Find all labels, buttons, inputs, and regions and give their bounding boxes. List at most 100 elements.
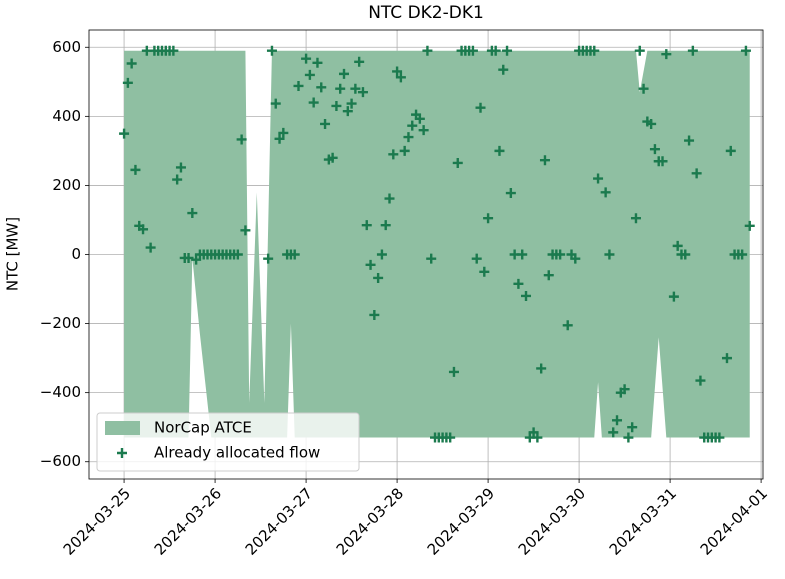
marker xyxy=(445,432,456,443)
legend-marker xyxy=(117,448,127,458)
marker xyxy=(126,58,137,69)
marker xyxy=(600,187,611,198)
marker xyxy=(418,125,429,136)
y-tick-label: 400 xyxy=(52,107,81,125)
data-layer xyxy=(119,45,755,443)
legend-box xyxy=(96,412,360,472)
marker xyxy=(627,422,638,433)
marker xyxy=(672,240,683,251)
marker xyxy=(498,64,509,75)
marker xyxy=(737,249,748,260)
legend-swatch xyxy=(105,421,140,435)
marker xyxy=(289,249,300,260)
marker xyxy=(263,253,274,264)
y-tick-label: −400 xyxy=(40,383,81,401)
marker xyxy=(505,188,516,199)
legend-label: Already allocated flow xyxy=(154,444,320,462)
marker xyxy=(623,432,634,443)
y-tick-label: 0 xyxy=(71,245,81,263)
marker xyxy=(312,57,323,68)
marker xyxy=(327,152,338,163)
marker xyxy=(517,249,528,260)
marker xyxy=(191,254,202,265)
marker xyxy=(187,208,198,219)
marker xyxy=(543,270,554,281)
marker xyxy=(376,249,387,260)
y-axis-label: NTC [MW] xyxy=(4,217,22,291)
marker xyxy=(365,259,376,270)
marker xyxy=(452,157,463,168)
marker xyxy=(630,213,641,224)
marker xyxy=(494,145,505,156)
marker xyxy=(471,253,482,264)
marker xyxy=(467,45,478,56)
marker xyxy=(634,45,645,56)
chart-title: NTC DK2-DK1 xyxy=(368,3,484,23)
marker xyxy=(331,100,342,111)
marker xyxy=(479,266,490,277)
marker xyxy=(301,53,312,64)
marker xyxy=(528,427,539,438)
marker xyxy=(388,149,399,160)
marker xyxy=(172,174,183,185)
marker xyxy=(608,427,619,438)
marker xyxy=(475,102,486,113)
marker xyxy=(399,145,410,156)
marker xyxy=(604,249,615,260)
x-tick-label: 2024-04-01 xyxy=(697,484,771,558)
marker xyxy=(342,106,353,117)
marker xyxy=(320,118,331,129)
marker xyxy=(373,272,384,283)
marker xyxy=(361,220,372,231)
marker xyxy=(354,56,365,67)
marker xyxy=(532,432,543,443)
marker xyxy=(426,253,437,264)
plot-frame xyxy=(88,29,764,480)
marker xyxy=(274,133,285,144)
marker xyxy=(657,156,668,167)
marker xyxy=(744,220,755,231)
marker xyxy=(725,145,736,156)
marker xyxy=(589,45,600,56)
marker xyxy=(122,77,133,88)
marker xyxy=(691,168,702,179)
marker xyxy=(593,173,604,184)
marker xyxy=(684,135,695,146)
marker xyxy=(502,45,513,56)
marker xyxy=(661,49,672,60)
marker xyxy=(721,353,732,364)
marker xyxy=(612,415,623,426)
x-tick-label: 2024-03-26 xyxy=(151,484,225,558)
marker xyxy=(138,224,149,235)
marker xyxy=(266,45,277,56)
legend-label: NorCap ATCE xyxy=(154,419,252,437)
marker xyxy=(619,384,630,395)
marker xyxy=(232,249,243,260)
marker xyxy=(369,309,380,320)
x-tick-label: 2024-03-29 xyxy=(424,484,498,558)
marker xyxy=(119,128,130,139)
marker xyxy=(316,82,327,93)
marker xyxy=(183,252,194,263)
marker xyxy=(638,83,649,94)
marker xyxy=(680,249,691,260)
marker xyxy=(740,45,751,56)
marker xyxy=(539,155,550,166)
marker xyxy=(278,127,289,138)
marker xyxy=(308,97,319,108)
marker xyxy=(668,291,679,302)
marker xyxy=(270,98,281,109)
y-tick-label: 200 xyxy=(52,176,81,194)
marker xyxy=(335,83,346,94)
y-tick-label: −200 xyxy=(40,314,81,332)
marker xyxy=(357,87,368,98)
marker xyxy=(130,164,141,175)
x-tick-label: 2024-03-28 xyxy=(333,484,407,558)
y-tick-label: 600 xyxy=(52,38,81,56)
marker xyxy=(380,220,391,231)
marker xyxy=(687,45,698,56)
marker xyxy=(236,134,247,145)
marker xyxy=(395,72,406,83)
x-tick-label: 2024-03-27 xyxy=(242,484,316,558)
marker xyxy=(407,120,418,131)
